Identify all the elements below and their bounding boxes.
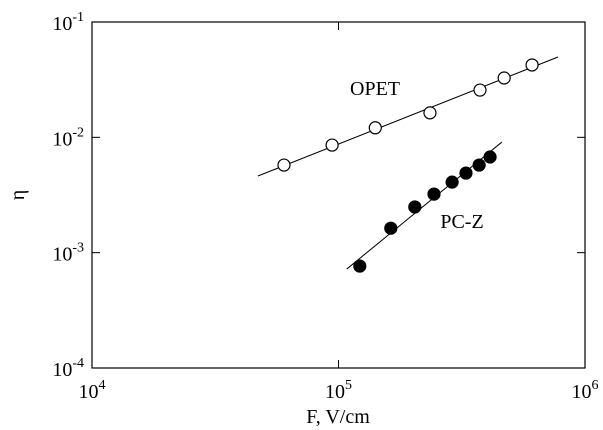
series-label: PC-Z [440,211,483,233]
series-label: OPET [350,78,400,100]
data-point [325,138,339,152]
plot-frame [91,21,586,369]
y-tick-label: 10-1 [52,10,84,35]
y-tick-label: 10-2 [52,125,84,150]
x-tick-label: 106 [572,378,599,403]
data-point [277,158,291,172]
data-point [497,71,511,85]
y-tick-label: 10-3 [52,241,84,266]
y-axis-label: η [7,190,29,200]
data-point [423,106,437,120]
data-point [445,175,459,189]
data-point [384,221,398,235]
y-tick-label: 10-4 [52,356,84,381]
x-tick-label: 105 [325,378,352,403]
data-point [459,166,473,180]
fit-line [257,56,559,177]
data-point [353,259,367,273]
x-axis-label: F, V/cm [306,406,370,428]
data-point [473,83,487,97]
data-point [427,187,441,201]
data-point [525,58,539,72]
data-point [472,158,486,172]
data-point [368,121,382,135]
data-point [408,200,422,214]
x-tick-label: 104 [79,378,106,403]
data-point [483,150,497,164]
